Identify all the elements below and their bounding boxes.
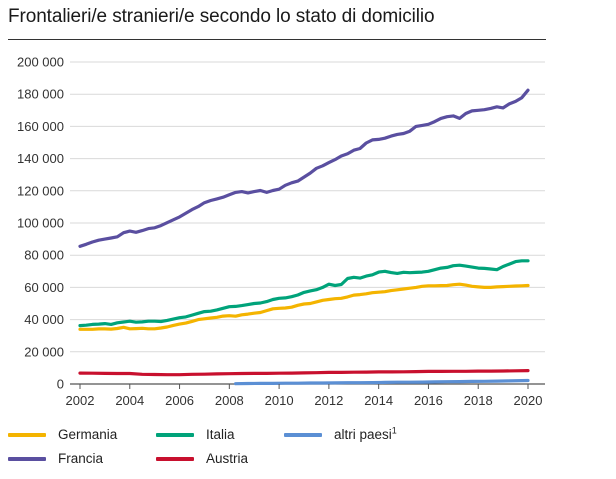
y-tick-label: 140 000 <box>17 151 64 166</box>
series-line-austria <box>78 369 530 377</box>
grid-layer <box>70 61 545 385</box>
x-tick-label: 2008 <box>215 393 244 408</box>
series-line-altri-paesi <box>234 378 530 386</box>
y-tick-label: 20 000 <box>24 344 64 359</box>
y-tick-label: 80 000 <box>24 248 64 263</box>
axis-layer: 0 20 000 40 000 60 000 80 000 100 000 120 000 1… <box>17 55 542 409</box>
chart-title: Frontalieri/e stranieri/e secondo lo sta… <box>8 6 435 27</box>
series-line-francia <box>78 88 530 248</box>
x-tick-label: 2002 <box>66 393 95 408</box>
y-tick-label: 60 000 <box>24 280 64 295</box>
series-layer <box>78 88 530 386</box>
x-tick-label: 2014 <box>364 393 393 408</box>
series-line-italia <box>78 259 530 328</box>
y-tick-label: 120 000 <box>17 183 64 198</box>
x-tick-label: 2004 <box>115 393 144 408</box>
x-tick-label: 2016 <box>414 393 443 408</box>
y-tick-label: 180 000 <box>17 87 64 102</box>
x-tick-label: 2020 <box>514 393 543 408</box>
x-tick-label: 2018 <box>464 393 493 408</box>
x-tick-label: 2006 <box>165 393 194 408</box>
y-tick-label: 100 000 <box>17 216 64 231</box>
title-divider <box>8 39 546 40</box>
y-tick-label: 0 <box>57 377 64 392</box>
x-tick-label: 2012 <box>314 393 343 408</box>
series-line-germania <box>78 282 530 331</box>
x-tick-label: 2010 <box>265 393 294 408</box>
y-tick-label: 160 000 <box>17 119 64 134</box>
y-tick-label: 200 000 <box>17 55 64 70</box>
y-tick-label: 40 000 <box>24 312 64 327</box>
